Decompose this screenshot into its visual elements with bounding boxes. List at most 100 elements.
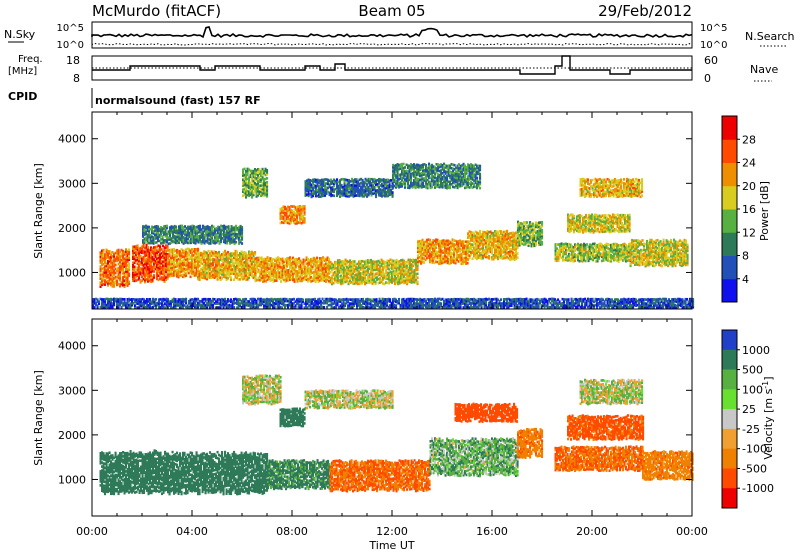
range-gate-cell	[527, 230, 530, 233]
range-gate-cell	[498, 250, 501, 253]
range-gate-cell	[595, 246, 598, 249]
range-gate-cell	[492, 231, 495, 235]
range-gate-cell	[160, 270, 163, 273]
range-gate-cell	[105, 276, 108, 280]
range-gate-cell	[317, 272, 320, 275]
range-gate-cell	[328, 276, 331, 279]
range-gate-cell	[119, 278, 122, 282]
range-gate-cell	[500, 254, 503, 257]
range-gate-cell	[237, 260, 240, 263]
range-gate-cell	[174, 255, 177, 259]
range-gate-cell	[471, 235, 474, 238]
range-gate-cell	[494, 240, 497, 243]
range-gate-cell	[313, 272, 316, 276]
range-gate-cell	[171, 260, 174, 263]
range-gate-cell	[228, 269, 231, 272]
range-gate-cell	[215, 265, 218, 268]
range-gate-cell	[268, 277, 271, 280]
range-gate-cell	[495, 230, 498, 233]
range-gate-cell	[474, 248, 477, 252]
range-gate-cell	[467, 246, 470, 249]
range-gate-cell	[427, 238, 430, 241]
range-gate-cell	[128, 268, 131, 272]
range-gate-cell	[163, 254, 166, 257]
range-gate-cell	[538, 223, 541, 226]
range-gate-cell	[556, 259, 559, 263]
range-gate-cell	[153, 270, 156, 273]
range-gate-cell	[346, 259, 349, 263]
freq-tick-top: 18	[66, 54, 80, 67]
range-gate-cell	[559, 245, 562, 248]
range-gate-cell	[457, 246, 460, 249]
range-gate-cell	[272, 258, 275, 261]
range-gate-cell	[562, 247, 565, 250]
range-gate-cell	[230, 270, 233, 273]
range-gate-cell	[251, 262, 254, 266]
range-gate-cell	[661, 264, 664, 268]
range-gate-cell	[219, 268, 222, 271]
range-gate-cell	[194, 248, 197, 251]
range-gate-cell	[459, 241, 462, 245]
range-gate-cell	[310, 268, 313, 271]
range-gate-cell	[538, 227, 541, 230]
range-gate-cell	[454, 247, 457, 251]
range-gate-cell	[173, 248, 176, 251]
range-gate-cell	[215, 263, 218, 266]
range-gate-cell	[210, 264, 213, 267]
range-gate-cell	[159, 273, 162, 276]
range-gate-cell	[403, 269, 406, 273]
range-gate-cell	[569, 243, 572, 247]
range-gate-cell	[110, 279, 113, 283]
range-gate-cell	[538, 239, 541, 243]
range-gate-cell	[195, 258, 198, 261]
range-gate-cell	[322, 266, 325, 269]
range-gate-cell	[150, 264, 153, 268]
range-gate-cell	[125, 252, 128, 255]
range-gate-cell	[186, 251, 189, 255]
range-gate-cell	[415, 280, 418, 284]
range-gate-cell	[183, 269, 186, 273]
range-gate-cell	[556, 251, 559, 255]
range-gate-cell	[286, 257, 289, 260]
range-gate-cell	[254, 259, 257, 263]
range-gate-cell	[479, 237, 482, 241]
range-gate-cell	[166, 253, 169, 256]
range-gate-cell	[448, 262, 451, 265]
range-gate-cell	[383, 262, 386, 266]
range-gate-cell	[578, 247, 581, 251]
range-gate-cell	[392, 269, 395, 273]
range-gate-cell	[173, 256, 176, 259]
range-gate-cell	[374, 280, 377, 284]
range-gate-cell	[456, 250, 459, 254]
range-gate-cell	[136, 270, 139, 273]
range-gate-cell	[139, 273, 142, 276]
range-gate-cell	[275, 263, 278, 266]
range-gate-cell	[133, 259, 136, 263]
range-gate-cell	[349, 263, 352, 267]
range-gate-cell	[292, 260, 295, 264]
range-gate-cell	[323, 279, 326, 283]
range-gate-cell	[163, 270, 166, 273]
range-gate-cell	[326, 266, 329, 270]
range-gate-cell	[237, 258, 240, 261]
range-gate-cell	[578, 245, 581, 249]
range-gate-cell	[120, 252, 123, 256]
range-gate-cell	[299, 271, 302, 275]
range-gate-cell	[418, 260, 421, 263]
range-gate-cell	[233, 252, 236, 255]
range-gate-cell	[401, 276, 404, 280]
range-gate-cell	[483, 230, 486, 234]
range-gate-cell	[392, 277, 395, 281]
range-gate-cell	[102, 248, 105, 252]
range-gate-cell	[398, 262, 401, 265]
range-gate-cell	[463, 260, 466, 264]
range-gate-cell	[108, 260, 111, 263]
range-gate-cell	[460, 248, 463, 252]
range-gate-cell	[436, 238, 439, 242]
range-gate-cell	[473, 250, 476, 254]
range-gate-cell	[153, 260, 156, 263]
range-gate-cell	[191, 258, 194, 261]
range-gate-cell	[117, 272, 120, 276]
range-gate-cell	[216, 274, 219, 277]
range-gate-cell	[128, 250, 131, 254]
